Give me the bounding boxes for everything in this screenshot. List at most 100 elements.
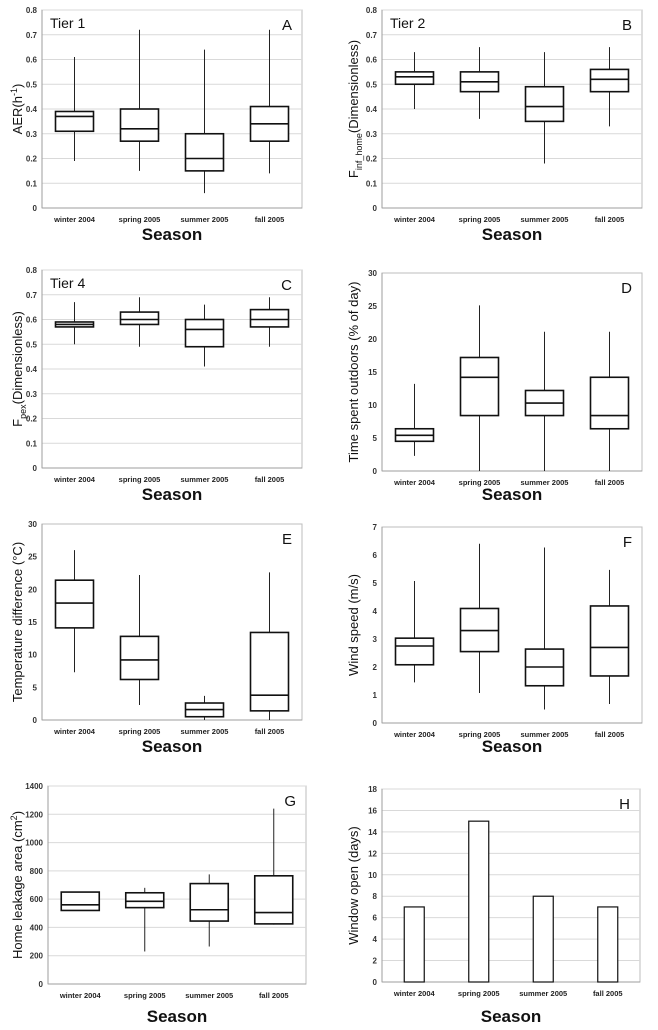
y-axis-label-main: Temperature difference (°C)	[10, 542, 25, 702]
y-tick-label: 15	[28, 618, 37, 627]
box-1	[394, 581, 435, 683]
y-tick-label: 30	[28, 520, 37, 529]
y-axis-label-main: Home leakage area (cm	[10, 820, 25, 959]
y-axis-label-subscript: pex	[18, 404, 28, 419]
y-tick-label: 0.2	[26, 155, 38, 164]
y-axis-label-main: AER(h	[10, 96, 25, 134]
box-2	[124, 887, 165, 952]
y-axis-label-main: Time spent outdoors (% of day)	[346, 282, 361, 463]
box-1	[54, 57, 95, 161]
x-tick-label: summer 2005	[181, 475, 229, 484]
box-2	[459, 305, 500, 471]
x-tick-label: fall 2005	[259, 991, 289, 1000]
y-axis-label-superscript: 2	[9, 815, 19, 820]
box-4	[589, 331, 630, 471]
y-tick-label: 10	[28, 651, 37, 660]
box-4	[249, 297, 290, 347]
box-4	[589, 47, 630, 127]
x-tick-label: spring 2005	[459, 478, 501, 487]
x-tick-label: spring 2005	[124, 991, 166, 1000]
y-axis-label: Temperature difference (°C)	[10, 542, 25, 702]
x-tick-label: fall 2005	[593, 989, 623, 998]
y-tick-label: 0.3	[26, 130, 38, 139]
panel-b: 0 0.1 0.2 0.3 0.4 0.5 0.6 0.7 0.8 winter 2004 spri…	[346, 6, 643, 244]
box-iqr	[124, 891, 165, 909]
y-tick-label: 0.8	[26, 266, 38, 275]
x-tick-label: winter 2004	[53, 475, 96, 484]
y-tick-label: 20	[368, 335, 377, 344]
panel-f: 0 1 2 3 4 5 6 7 winter 2004 spring 2005 summer 200…	[346, 523, 643, 756]
box-3	[184, 49, 225, 194]
x-tick-label: fall 2005	[255, 727, 285, 736]
y-tick-label: 0.3	[26, 390, 38, 399]
y-tick-label: 12	[368, 849, 377, 858]
y-tick-label: 10	[368, 871, 377, 880]
box-iqr	[189, 882, 230, 922]
box-4	[249, 29, 290, 174]
y-axis-label-superscript: -1	[9, 88, 19, 96]
box-1	[60, 891, 101, 912]
panel-h: 0 2 4 6 8 10 12 14 16 18 winter 2004 spring 2005 sum…	[346, 785, 641, 1026]
y-axis-label: AER(h-1)	[9, 84, 25, 135]
y-axis-label: Time spent outdoors (% of day)	[346, 282, 361, 463]
panel-d: 0 5 10 15 20 25 30 winter 2004 spring 2005 summer…	[346, 269, 643, 504]
x-tick-label: summer 2005	[519, 989, 567, 998]
box-iqr	[253, 875, 294, 925]
y-tick-label: 0	[33, 204, 38, 213]
y-axis-label-main: F	[10, 419, 25, 427]
y-tick-label: 0.2	[366, 155, 378, 164]
y-tick-label: 16	[368, 806, 377, 815]
y-tick-label: 6	[373, 914, 378, 923]
y-tick-label: 0	[373, 978, 378, 987]
box-3	[524, 331, 565, 471]
y-tick-label: 0.7	[26, 31, 38, 40]
box-3	[184, 695, 225, 720]
y-tick-label: 0	[373, 467, 378, 476]
y-tick-label: 200	[30, 952, 44, 961]
y-axis-label: Fpex(Dimensionless)	[10, 311, 28, 427]
y-axis-label-tail: )	[10, 811, 25, 815]
box-iqr	[119, 108, 160, 142]
box-iqr	[524, 85, 565, 123]
y-axis-label-main: F	[346, 170, 361, 178]
x-axis-label: Season	[482, 485, 542, 504]
y-tick-label: 15	[368, 368, 377, 377]
y-tick-label: 8	[373, 892, 378, 901]
y-tick-label: 0	[373, 719, 378, 728]
x-axis-label: Season	[147, 1007, 207, 1026]
y-tick-label: 25	[28, 553, 37, 562]
box-iqr	[119, 311, 160, 326]
box-iqr	[589, 68, 630, 93]
box-iqr	[184, 318, 225, 348]
y-tick-label: 14	[368, 828, 377, 837]
y-tick-label: 0.6	[26, 316, 38, 325]
box-3	[184, 304, 225, 367]
panel-letter: E	[282, 531, 292, 548]
x-tick-label: spring 2005	[459, 215, 501, 224]
box-4	[589, 569, 630, 704]
y-tick-label: 4	[373, 607, 378, 616]
x-axis-label: Season	[481, 1007, 541, 1026]
y-tick-label: 0.3	[366, 130, 378, 139]
y-tick-label: 0	[33, 716, 38, 725]
panel-letter: H	[619, 796, 630, 813]
y-axis-label-tail: (Dimensionless)	[346, 40, 361, 133]
box-iqr	[54, 110, 95, 133]
box-4	[249, 572, 290, 720]
x-tick-label: summer 2005	[521, 215, 569, 224]
panel-letter: A	[282, 17, 292, 34]
y-tick-label: 0.6	[26, 56, 38, 65]
x-tick-label: spring 2005	[459, 730, 501, 739]
box-2	[459, 543, 500, 694]
tier-label: Tier 2	[390, 15, 425, 31]
y-axis-label-tail: (Dimensionless)	[10, 311, 25, 404]
x-tick-label: summer 2005	[181, 727, 229, 736]
y-axis-label: Wind speed (m/s)	[346, 574, 361, 676]
x-tick-label: winter 2004	[393, 478, 436, 487]
x-tick-label: winter 2004	[53, 215, 96, 224]
x-tick-label: fall 2005	[255, 215, 285, 224]
panel-e: 0 5 10 15 20 25 30 winter 2004 spring 2005 summer…	[10, 520, 303, 756]
box-iqr	[249, 308, 290, 328]
box-3	[189, 874, 230, 947]
